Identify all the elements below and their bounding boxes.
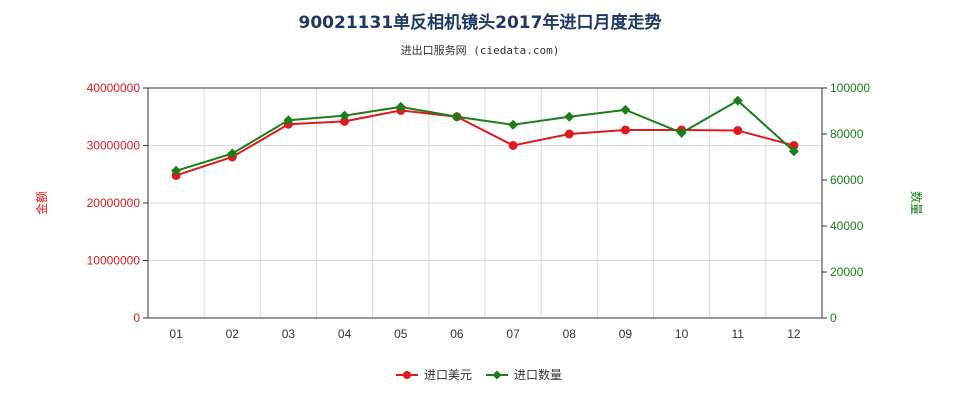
series-lines	[171, 95, 799, 180]
amount-point	[733, 126, 743, 136]
right-tick-label: 0	[830, 311, 837, 325]
left-tick-label: 30000000	[87, 139, 141, 153]
quantity-point	[283, 115, 294, 126]
quantity-point	[564, 111, 575, 122]
x-tick-label: 04	[338, 327, 352, 341]
quantity-point	[676, 127, 687, 138]
x-tick-label: 03	[282, 327, 296, 341]
series-line	[175, 99, 795, 172]
amount-point	[620, 125, 630, 135]
quantity-point	[508, 119, 519, 130]
left-tick-label: 10000000	[87, 254, 141, 268]
right-tick-label: 100000	[830, 81, 870, 95]
legend-label: 进口美元	[424, 368, 472, 382]
right-tick-label: 20000	[830, 265, 864, 279]
quantity-point	[732, 95, 743, 106]
amount-point	[564, 129, 574, 139]
axes: 0 10000000 20000000 30000000 40000000 0 20000 4…	[87, 81, 871, 341]
legend-marker	[492, 370, 502, 380]
left-tick-label: 0	[133, 311, 140, 325]
x-tick-label: 10	[675, 327, 689, 341]
right-tick-label: 60000	[830, 173, 864, 187]
quantity-point	[451, 111, 462, 122]
quantity-point	[620, 104, 631, 115]
right-axis-title: 数量	[909, 191, 924, 215]
series-line	[175, 109, 795, 177]
legend-marker	[403, 371, 411, 379]
left-tick-label: 20000000	[87, 196, 141, 210]
quantity-point	[171, 165, 182, 176]
legend: 进口美元 进口数量	[396, 367, 562, 382]
x-tick-label: 12	[787, 327, 801, 341]
grid-lines	[148, 88, 822, 318]
chart-subtitle: 进出口服务网 (ciedata.com)	[400, 44, 560, 57]
amount-point	[789, 141, 799, 150]
x-tick-label: 01	[169, 327, 183, 341]
right-tick-label: 80000	[830, 127, 864, 141]
x-tick-label: 11	[732, 327, 745, 341]
quantity-point	[339, 110, 350, 121]
x-tick-label: 05	[394, 327, 408, 341]
amount-point	[508, 141, 518, 150]
x-tick-label: 08	[563, 327, 577, 341]
x-tick-label: 06	[450, 327, 464, 341]
chart-title: 90021131单反相机镜头2017年进口月度走势	[298, 13, 662, 33]
x-tick-label: 02	[226, 327, 240, 341]
left-tick-label: 40000000	[87, 81, 141, 95]
quantity-point	[227, 148, 238, 159]
quantity-point	[395, 101, 406, 112]
quantity-point	[788, 146, 799, 157]
amount-point	[340, 116, 350, 126]
right-tick-label: 40000	[830, 219, 864, 233]
legend-label: 进口数量	[514, 367, 562, 382]
x-tick-label: 09	[619, 327, 633, 341]
x-tick-label: 07	[506, 327, 520, 341]
left-axis-title: 金额	[34, 191, 49, 215]
